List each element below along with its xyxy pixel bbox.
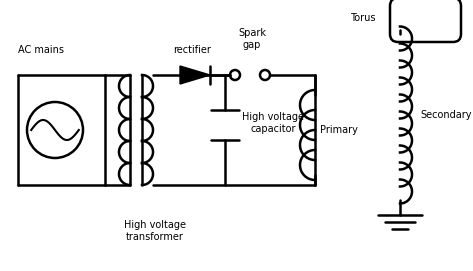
Text: High voltage
capacitor: High voltage capacitor — [242, 112, 304, 134]
Polygon shape — [180, 66, 210, 84]
Text: rectifier: rectifier — [173, 45, 211, 55]
Text: AC mains: AC mains — [18, 45, 64, 55]
Text: High voltage
transformer: High voltage transformer — [124, 220, 186, 242]
Text: Torus: Torus — [350, 13, 376, 23]
Text: Secondary: Secondary — [420, 110, 472, 120]
FancyBboxPatch shape — [390, 0, 461, 42]
Text: Primary: Primary — [320, 125, 358, 135]
Text: Spark
gap: Spark gap — [238, 28, 266, 50]
